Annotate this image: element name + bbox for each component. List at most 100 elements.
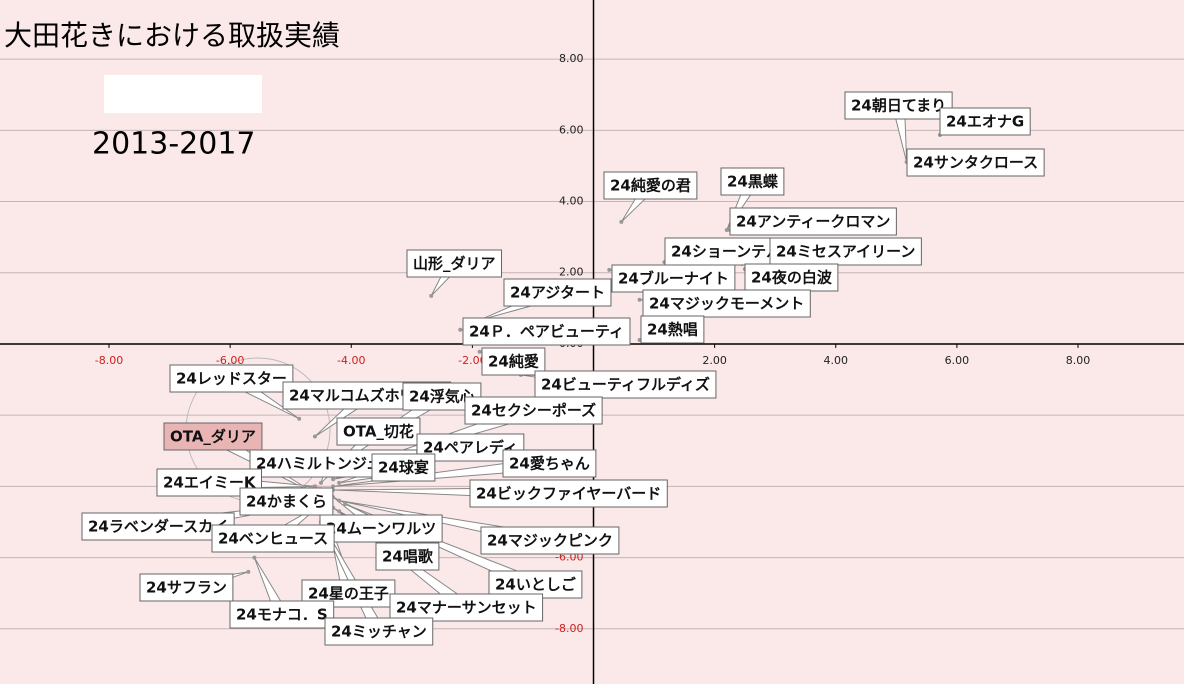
point-label: 24ブルーナイト	[618, 270, 729, 288]
point-label: 24ラベンダースカイ	[88, 518, 228, 536]
point-label: 24サンタクロース	[913, 154, 1038, 172]
x-tick-label: -8.00	[95, 354, 123, 367]
label-box	[81, 512, 235, 541]
x-tick-label: -2.00	[458, 354, 486, 367]
label-box	[169, 364, 294, 393]
label-box	[371, 453, 436, 482]
label-box	[603, 171, 698, 200]
point-label: 24セクシーポーズ	[471, 402, 596, 420]
point	[318, 480, 323, 485]
point	[312, 484, 317, 489]
label-box	[844, 91, 953, 120]
label-box	[239, 487, 334, 516]
label-box	[336, 417, 421, 446]
point-label: 24熱唱	[647, 321, 698, 339]
x-tick-label: 8.00	[1066, 354, 1091, 367]
point-label: 山形_ダリア	[413, 255, 496, 273]
label-box	[319, 514, 443, 543]
point-label: 24ミッチャン	[331, 623, 427, 641]
label-box	[720, 167, 785, 196]
point-label: 24エイミーK	[163, 474, 257, 492]
x-tick-label: 2.00	[702, 354, 727, 367]
label-box	[906, 148, 1045, 177]
point	[343, 502, 348, 507]
point-label: 24純愛の君	[610, 177, 691, 195]
point-label: 24アジタート	[510, 284, 605, 302]
point	[297, 416, 302, 421]
label-box	[503, 278, 612, 307]
point-label: 24ビックファイヤーバード	[476, 485, 661, 503]
point-label: OTA_切花	[343, 423, 414, 441]
y-tick-label: 8.00	[559, 52, 584, 65]
point-label: 24アンティークロマン	[736, 213, 890, 231]
point-label: 24モナコ．S	[236, 606, 328, 624]
point-label: 24朝日てまり	[851, 97, 946, 115]
label-box	[464, 396, 603, 425]
y-tick-label: -8.00	[555, 622, 583, 635]
point	[246, 569, 251, 574]
point	[337, 498, 342, 503]
point-label: 24ミセスアイリーン	[776, 243, 915, 261]
point	[331, 484, 336, 489]
point-label: 24かまくら	[246, 493, 327, 511]
point-label: 24夜の白波	[751, 269, 833, 287]
label-box	[139, 573, 234, 602]
label-box	[211, 524, 335, 553]
label-box	[406, 249, 503, 278]
point-label: 24マジックモーメント	[649, 295, 804, 313]
label-box	[301, 579, 396, 608]
y-tick-label: 2.00	[559, 266, 584, 279]
point-label: OTA_ダリア	[170, 428, 256, 446]
point	[724, 228, 729, 233]
point-label: 24黒蝶	[727, 173, 779, 191]
label-box	[611, 264, 736, 293]
point	[312, 434, 317, 439]
chart-title: 大田花きにおける取扱実績	[4, 19, 340, 52]
label-box	[769, 237, 922, 266]
label-box	[469, 479, 668, 508]
x-tick-label: 4.00	[824, 354, 849, 367]
label-box	[640, 315, 705, 344]
redaction	[104, 75, 262, 113]
chart-subtitle: 2013-2017	[92, 127, 256, 162]
label-box	[729, 207, 897, 236]
point-label: 24浮気心	[409, 388, 475, 406]
point	[429, 293, 434, 298]
y-tick-label: 4.00	[559, 195, 584, 208]
point	[619, 219, 624, 224]
point-label: 24エオナG	[946, 113, 1024, 131]
point-label: 24ベンヒュース	[218, 530, 328, 548]
label-box	[481, 347, 546, 376]
point-label: 24いとしご	[495, 576, 577, 594]
x-tick-label: -6.00	[216, 354, 244, 367]
point-label: 24愛ちゃん	[509, 455, 590, 473]
point	[477, 349, 482, 354]
point-label: 24マナーサンセット	[396, 599, 537, 617]
point-label: 24球宴	[378, 459, 429, 477]
point	[331, 477, 336, 482]
label-box	[324, 617, 434, 646]
label-box	[163, 422, 263, 451]
label-box	[375, 542, 440, 571]
point-label: 24ペアレディ	[423, 439, 518, 457]
point-label: 24サフラン	[146, 579, 227, 597]
point	[252, 555, 257, 560]
label-box	[502, 449, 597, 478]
point-label: 24純愛	[488, 353, 539, 371]
label-box	[480, 526, 620, 555]
point-label: 24ムーンワルツ	[326, 520, 436, 538]
label-box	[462, 317, 631, 346]
point	[607, 267, 612, 272]
y-tick-label: 6.00	[559, 123, 584, 136]
label-box	[939, 107, 1031, 136]
label-box	[534, 370, 717, 399]
point	[337, 509, 342, 514]
point	[337, 480, 342, 485]
point-label: 24Ｐ．ペアビューティ	[469, 323, 624, 341]
point-label: 24唱歌	[382, 548, 434, 566]
point-label: 24マジックピンク	[487, 532, 613, 550]
x-tick-label: 6.00	[945, 354, 970, 367]
point-label: 24ビューティフルディズ	[541, 376, 710, 394]
label-box	[642, 289, 811, 318]
point	[458, 327, 463, 332]
